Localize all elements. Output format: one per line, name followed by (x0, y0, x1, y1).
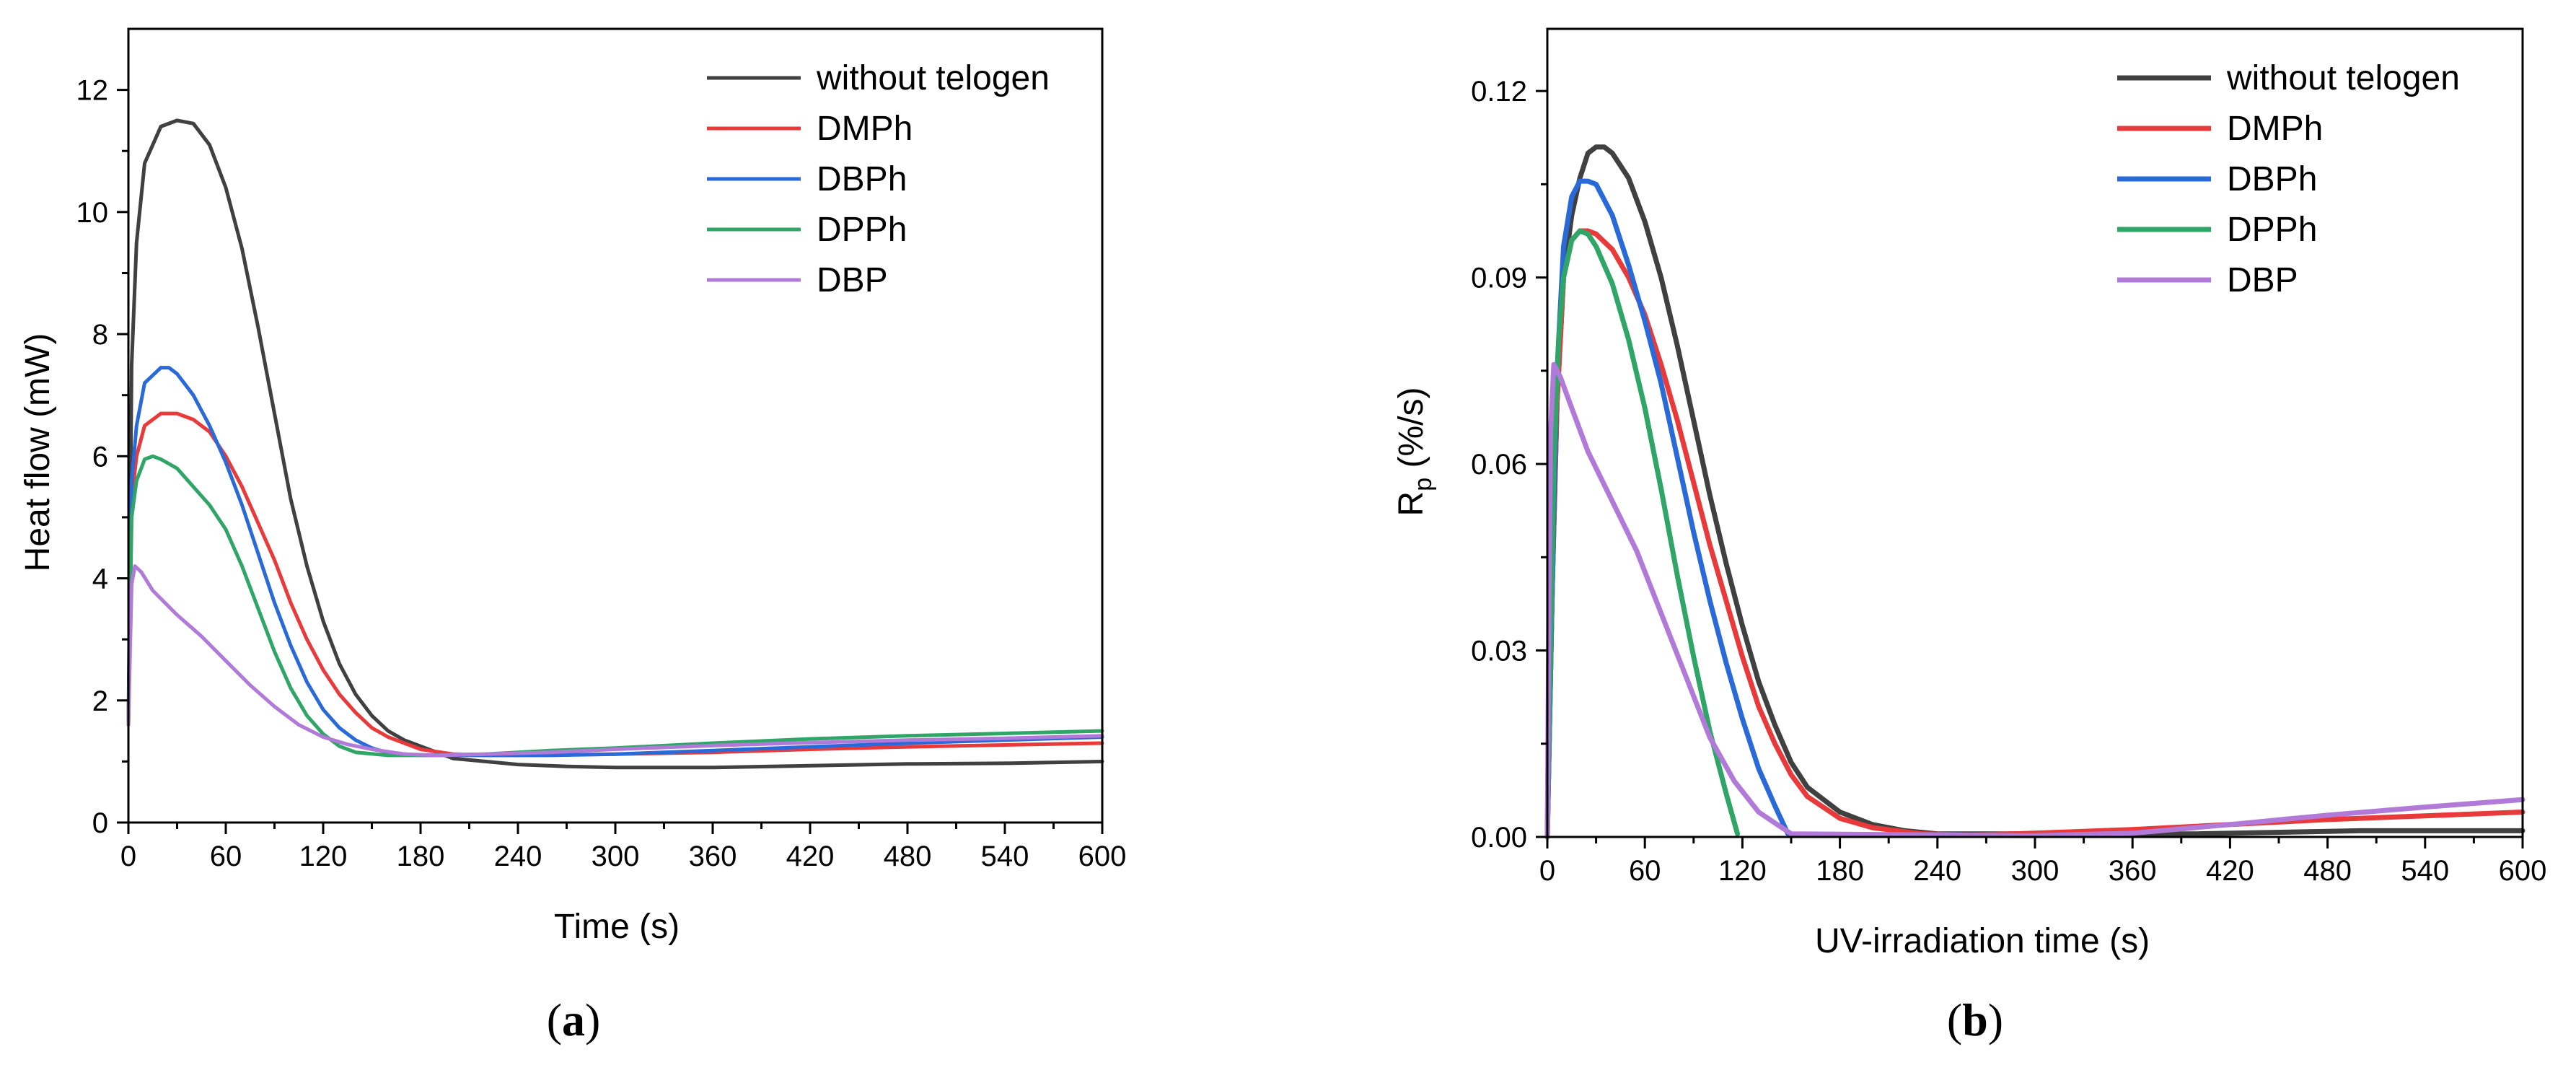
chart-b-x-tick-label: 180 (1816, 855, 1864, 887)
chart-b-y-axis-title-main: R (1392, 491, 1430, 517)
chart-a-y-tick-label: 12 (76, 75, 109, 107)
chart-b-legend-label-dbp: DBP (2227, 261, 2298, 299)
chart-b-x-tick-label: 300 (2011, 855, 2060, 887)
chart-a-x-tick-label: 360 (689, 841, 737, 872)
chart-b-axes-frame (1546, 27, 2524, 838)
chart-a-axes-frame (127, 27, 1104, 824)
chart-a-legend-label-without-telogen: without telogen (816, 59, 1050, 97)
chart-b-y-axis-title: Rp (%/s) (1392, 387, 1437, 517)
chart-a-y-tick-label: 0 (92, 807, 108, 839)
chart-a-x-tick-label: 60 (210, 841, 242, 872)
chart-b-legend-label-dpph: DPPh (2227, 211, 2317, 249)
chart-b-y-tick-label: 0.00 (1471, 822, 1527, 854)
chart-b-x-tick-label: 540 (2401, 855, 2449, 887)
chart-b-y-axis-title-unit: (%/s) (1392, 387, 1430, 478)
chart-a-x-tick-label: 300 (592, 841, 640, 872)
chart-a-legend-label-dmph: DMPh (817, 110, 913, 148)
chart-a-x-tick-label: 180 (397, 841, 445, 872)
chart-b-y-tick-label: 0.12 (1471, 76, 1527, 108)
chart-a-y-tick-label: 4 (92, 563, 108, 595)
chart-a-x-tick-label: 540 (981, 841, 1029, 872)
chart-a-y-tick-label: 8 (92, 319, 108, 351)
chart-b-x-tick-label: 480 (2303, 855, 2352, 887)
chart-b-x-tick-label: 0 (1539, 855, 1555, 887)
chart-a-legend-label-dbp: DBP (817, 261, 888, 299)
chart-a-series-dbp (126, 564, 1104, 758)
chart-a-x-tick-label: 480 (884, 841, 932, 872)
chart-a-plot: 0 60 120 180 240 300 360 420 480 540 600 0 2 4 6 8 10 12 w… (76, 27, 1127, 872)
panel-label-b: (b) (1947, 994, 2003, 1045)
panel-label-a: (a) (547, 994, 601, 1045)
chart-a-x-tick-label: 240 (494, 841, 542, 872)
chart-b-x-tick-label: 240 (1913, 855, 1961, 887)
chart-a-x-tick-label: 120 (299, 841, 348, 872)
chart-a-x-tick-label: 600 (1078, 841, 1127, 872)
chart-a-series-without-telogen (126, 118, 1104, 770)
chart-b-x-tick-label: 420 (2206, 855, 2254, 887)
chart-b-series-dbp (1544, 361, 2526, 840)
chart-a-x-tick-label: 0 (120, 841, 136, 872)
chart-b-y-tick-label: 0.06 (1471, 449, 1527, 481)
chart-b-x-tick-label: 600 (2499, 855, 2547, 887)
chart-panel-b: 0 60 120 180 240 300 360 420 480 540 600 0.00 0.03 0.… (1392, 27, 2547, 1045)
chart-b-series-dbph (1544, 178, 1790, 840)
chart-a-x-tick-label: 420 (786, 841, 835, 872)
chart-b-x-tick-label: 120 (1718, 855, 1767, 887)
chart-b-x-tick-label: 60 (1629, 855, 1661, 887)
chart-panel-a: 0 60 120 180 240 300 360 420 480 540 600 0 2 4 6 8 10 12 w… (19, 27, 1127, 1045)
chart-b-x-tick-label: 360 (2109, 855, 2157, 887)
chart-a-legend-label-dpph: DPPh (817, 211, 907, 249)
chart-b-plot: 0 60 120 180 240 300 360 420 480 540 600 0.00 0.03 0.… (1471, 27, 2547, 887)
chart-b-y-tick-label: 0.09 (1471, 263, 1527, 294)
chart-a-series-dmph (126, 411, 1104, 758)
chart-b-legend-label-dmph: DMPh (2227, 110, 2323, 148)
chart-a-x-axis-title: Time (s) (554, 908, 680, 946)
chart-a-legend-label-dbph: DBPh (817, 160, 907, 198)
chart-a-y-tick-label: 6 (92, 441, 108, 473)
chart-b-y-axis-title-sub: p (1410, 478, 1437, 491)
chart-b-series-dpph (1544, 228, 1741, 837)
chart-a-series-dbph (126, 366, 1104, 758)
chart-b-x-axis-title: UV-irradiation time (s) (1815, 922, 2150, 960)
chart-b-legend-label-without-telogen: without telogen (2226, 59, 2460, 97)
chart-b-legend-label-dbph: DBPh (2227, 160, 2317, 198)
chart-a-y-tick-label: 10 (76, 197, 109, 229)
chart-a-series-dpph (126, 454, 1104, 758)
chart-a-y-tick-label: 2 (92, 685, 108, 717)
chart-b-y-tick-label: 0.03 (1471, 636, 1527, 667)
chart-a-y-axis-title: Heat flow (mW) (19, 333, 57, 572)
